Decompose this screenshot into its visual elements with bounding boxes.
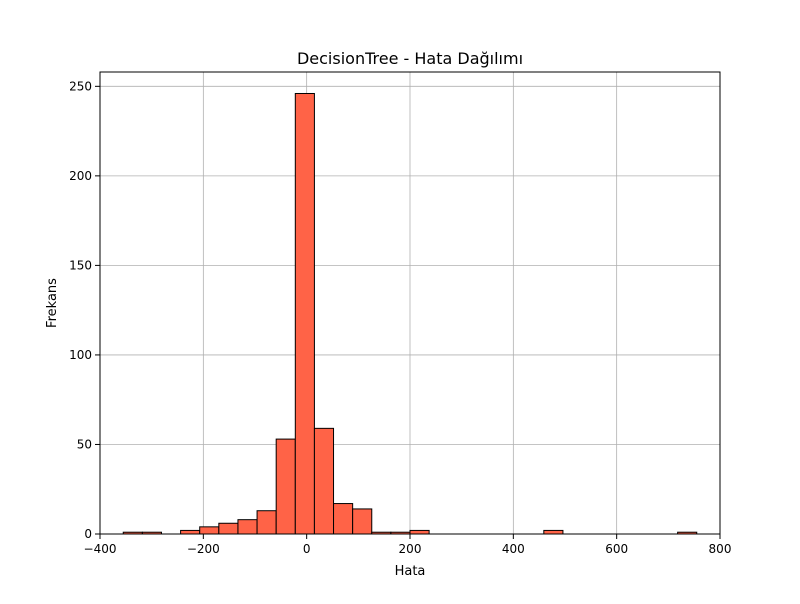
- y-tick-label: 50: [77, 437, 92, 451]
- y-tick-label: 100: [69, 348, 92, 362]
- histogram-bars: [122, 92, 698, 535]
- x-tick-label: 600: [605, 542, 628, 556]
- y-tick-label: 0: [84, 527, 92, 541]
- x-tick-label: −200: [187, 542, 220, 556]
- y-axis-ticks: 0 50 100 150 200 250: [69, 79, 100, 541]
- chart-title: DecisionTree - Hata Dağılımı: [297, 49, 523, 68]
- histogram-bar: [218, 522, 239, 535]
- histogram-bar: [180, 529, 201, 535]
- y-tick-label: 150: [69, 258, 92, 272]
- x-tick-label: 0: [303, 542, 311, 556]
- histogram-bar: [313, 427, 335, 535]
- histogram-bar: [237, 519, 258, 535]
- histogram-bar: [543, 529, 564, 535]
- x-tick-label: 800: [709, 542, 732, 556]
- histogram-bar: [199, 526, 220, 535]
- y-tick-label: 200: [69, 169, 92, 183]
- histogram-bar: [352, 508, 373, 535]
- histogram-bar: [333, 503, 354, 535]
- x-axis-label: Hata: [395, 564, 426, 579]
- x-tick-label: −400: [84, 542, 117, 556]
- histogram-bar: [409, 529, 430, 535]
- grid-lines: [100, 72, 720, 535]
- x-axis-ticks: −400 −200 0 200 400 600 800: [84, 534, 732, 556]
- x-tick-label: 200: [399, 542, 422, 556]
- y-axis-label: Frekans: [45, 278, 60, 328]
- histogram-bar: [275, 438, 296, 535]
- y-tick-label: 250: [69, 79, 92, 93]
- histogram-bar: [294, 92, 315, 535]
- histogram-bar: [256, 510, 277, 535]
- x-tick-label: 400: [502, 542, 525, 556]
